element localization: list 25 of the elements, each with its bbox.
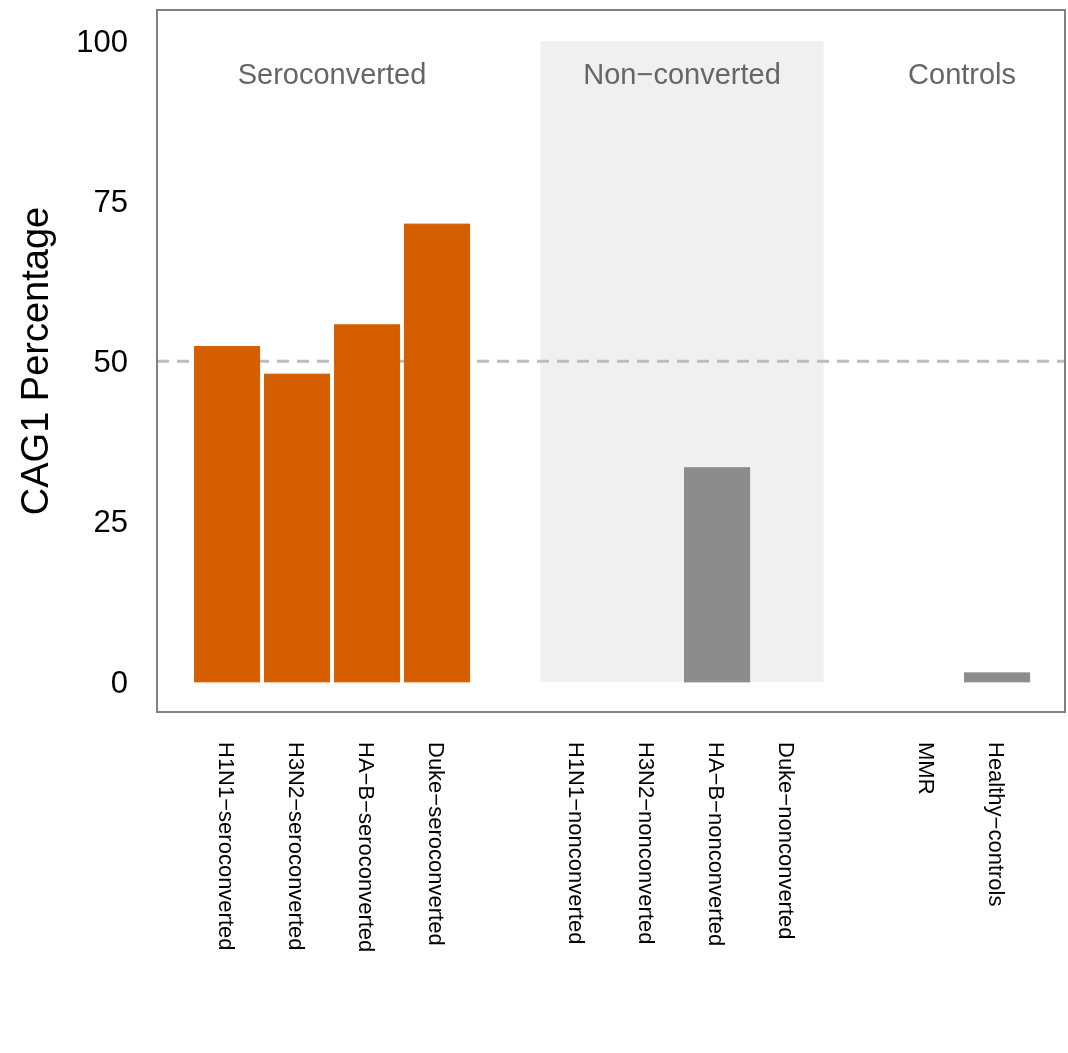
annotation: Controls [908, 58, 1017, 90]
x-tick-label: H3N2−seroconverted [284, 742, 310, 951]
x-tick-label: Duke−seroconverted [424, 742, 450, 946]
bar [403, 223, 471, 683]
y-tick-label: 50 [93, 344, 128, 380]
bar [964, 672, 1031, 683]
x-tick-label: HA−B−nonconverted [704, 742, 730, 947]
bar [263, 373, 331, 683]
x-tick-label: H1N1−nonconverted [564, 742, 590, 945]
y-tick-label: 25 [93, 504, 128, 540]
y-tick-label: 75 [93, 183, 128, 219]
bar [193, 346, 261, 683]
bar [684, 467, 751, 683]
x-tick-label: Healthy−controls [984, 742, 1010, 907]
x-tick-label: HA−B−seroconverted [354, 742, 380, 953]
x-tick-label: MMR [914, 742, 940, 795]
annotation: Seroconverted [237, 58, 427, 90]
y-tick-label: 0 [110, 664, 128, 700]
x-tick-label: Duke−nonconverted [774, 742, 800, 940]
annotation: Non−converted [583, 58, 781, 90]
x-tick-label: H1N1−seroconverted [214, 742, 240, 951]
y-tick-label: 100 [76, 23, 128, 59]
bar [333, 324, 401, 683]
y-axis-title: CAG1 Percentage [14, 206, 56, 516]
x-tick-label: H3N2−nonconverted [634, 742, 660, 945]
